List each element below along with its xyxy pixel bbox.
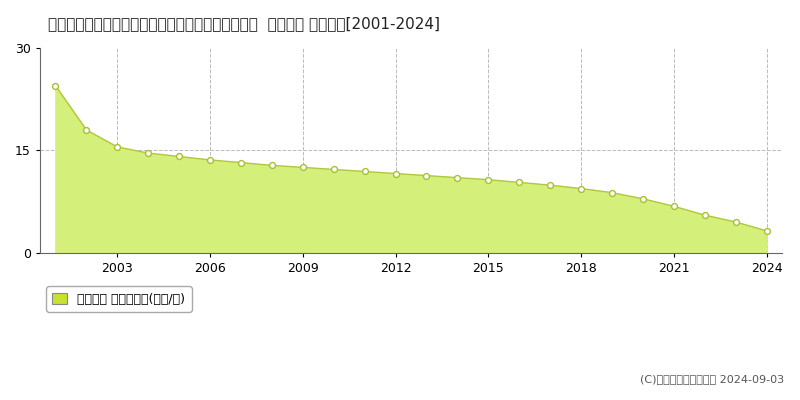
Point <box>234 160 247 166</box>
Point <box>730 219 742 225</box>
Point <box>111 144 124 150</box>
Point <box>451 174 464 181</box>
Text: (C)土地価格ドットコム 2024-09-03: (C)土地価格ドットコム 2024-09-03 <box>640 374 784 384</box>
Point <box>606 190 618 196</box>
Point <box>513 179 526 186</box>
Point <box>574 185 587 192</box>
Point <box>203 157 216 163</box>
Text: 愛知県知多郡南知多町大字山海字荒布越１２０番２  地価公示 地価推移[2001-2024]: 愛知県知多郡南知多町大字山海字荒布越１２０番２ 地価公示 地価推移[2001-2… <box>48 16 440 31</box>
Point <box>667 203 680 210</box>
Point <box>142 150 154 156</box>
Point <box>698 212 711 218</box>
Point <box>544 182 557 188</box>
Point <box>173 153 186 160</box>
Point <box>420 172 433 179</box>
Legend: 地価公示 平均坪単価(万円/坪): 地価公示 平均坪単価(万円/坪) <box>46 286 192 312</box>
Point <box>358 168 371 175</box>
Point <box>637 196 650 202</box>
Point <box>296 164 309 171</box>
Point <box>760 228 773 234</box>
Point <box>266 162 278 168</box>
Point <box>49 82 62 89</box>
Point <box>482 176 494 183</box>
Point <box>327 166 340 173</box>
Point <box>80 127 93 133</box>
Point <box>389 170 402 177</box>
